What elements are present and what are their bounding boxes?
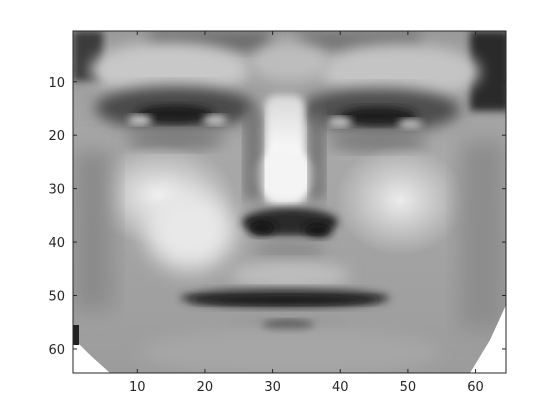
x-axis: 10 20 30 40 50 60 <box>129 31 484 395</box>
x-tick-label: 60 <box>467 380 484 395</box>
y-tick-label: 10 <box>48 76 65 91</box>
x-tick-label: 40 <box>332 380 349 395</box>
y-tick-label: 20 <box>48 129 65 144</box>
face-image <box>73 31 506 373</box>
y-tick-label: 40 <box>48 236 65 251</box>
y-tick-label: 50 <box>48 290 65 305</box>
y-tick-label: 60 <box>48 343 65 358</box>
x-tick-label: 30 <box>264 380 281 395</box>
y-tick-label: 30 <box>48 183 65 198</box>
x-tick-label: 10 <box>129 380 146 395</box>
x-tick-label: 20 <box>197 380 214 395</box>
x-tick-label: 50 <box>400 380 417 395</box>
axes-box <box>72 30 507 374</box>
y-axis: 10 20 30 40 50 60 <box>48 76 506 358</box>
